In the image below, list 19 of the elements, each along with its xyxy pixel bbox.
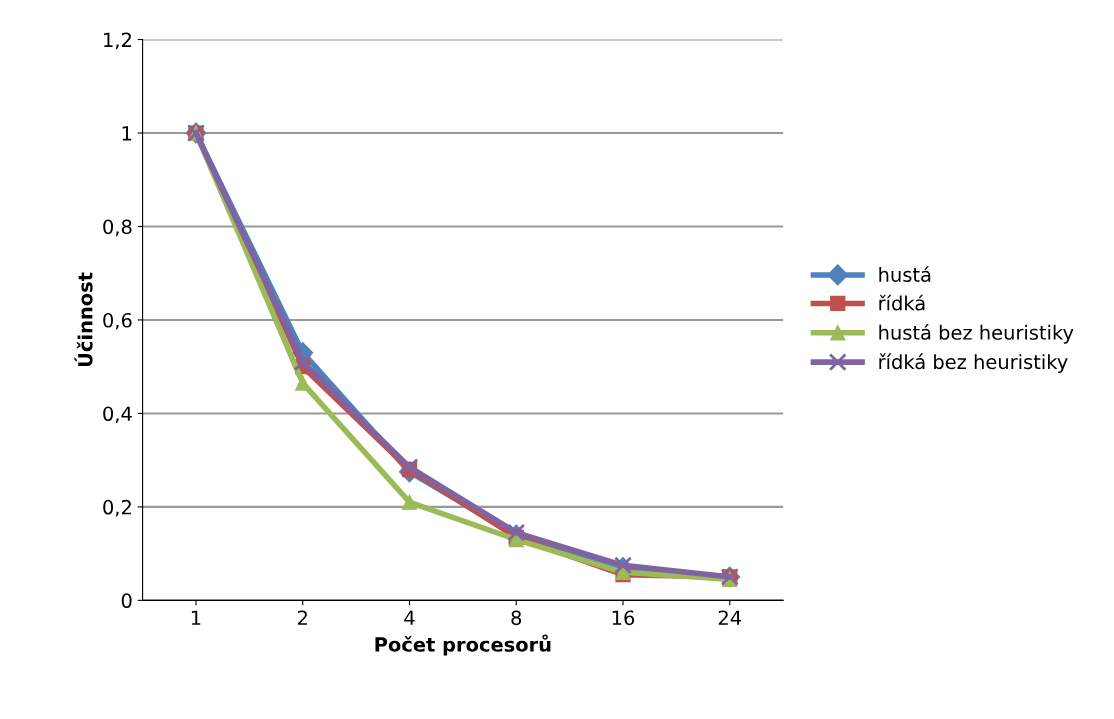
legend-label: hustá bez heuristiky	[879, 324, 1074, 344]
x-tick-label: 16	[612, 610, 635, 626]
y-tick-label: 0,4	[103, 406, 132, 424]
y-tick-label: 0	[121, 593, 132, 609]
legend-label: řídká bez heuristiky	[879, 353, 1068, 373]
legend-label: hustá	[879, 266, 931, 283]
y-tick-label: 1	[122, 126, 132, 141]
y-tick-label: 0,6	[103, 312, 132, 330]
x-tick-label: 24	[718, 610, 742, 625]
x-tick-label: 2	[297, 610, 307, 625]
x-axis-title: Počet procesorů	[375, 634, 551, 656]
x-tick-label: 4	[404, 610, 415, 625]
y-axis-title: Účinnost	[74, 272, 93, 367]
legend-label: řídká	[879, 294, 925, 311]
x-tick-label: 8	[511, 610, 522, 626]
y-tick-label: 0,2	[103, 499, 131, 517]
y-tick-label: 1,2	[104, 32, 131, 50]
x-tick-label: 1	[191, 610, 201, 625]
y-tick-label: 0,8	[103, 219, 132, 237]
